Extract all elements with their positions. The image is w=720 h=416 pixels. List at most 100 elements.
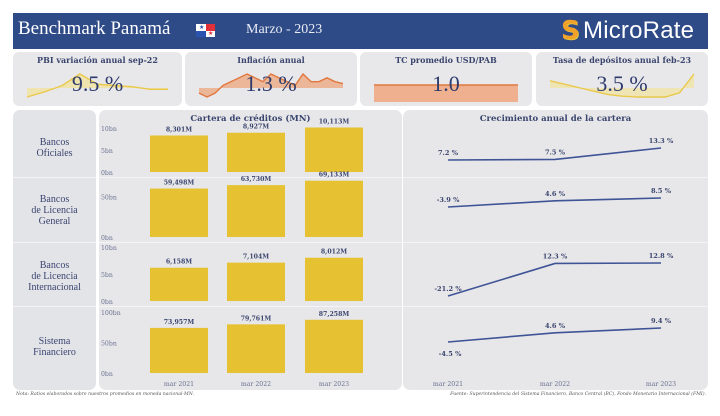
sparkline-line [198,72,344,98]
kpi-card-inflation: Inflación anual 1.3 % [185,52,357,106]
sparkline-area [374,85,518,102]
y-tick-label: 0bn [101,170,113,177]
bar-value-label: 87,258M [319,311,350,318]
report-period: Marzo - 2023 [246,22,323,37]
point-value-label: 7.5 % [545,148,566,156]
bar-chart-title: Cartera de créditos (MN) [190,114,311,124]
bar-value-label: 79,761M [241,315,272,322]
microrate-s-icon: S [561,16,580,46]
row-divider [13,177,96,178]
bar-value-label: 73,957M [164,319,195,326]
y-tick-label: 5bn [101,148,113,155]
bar [227,185,285,237]
kpi-title: Inflación anual [237,55,305,65]
y-tick-label: 0bn [101,299,113,306]
row-divider [13,242,96,243]
y-tick-label: 5bn [101,272,113,279]
row-divider [403,242,708,243]
bar [305,180,363,237]
y-tick-label: 0bn [101,235,113,242]
logo-text: MicroRate [583,17,695,44]
microrate-logo: S MicroRate [561,16,694,46]
point-value-label: 4.6 % [545,322,566,330]
bar [227,324,285,373]
kpi-title: TC promedio USD/PAB [395,55,497,65]
point-value-label: 13.3 % [649,137,674,145]
kpi-value: 1.3 % [245,71,297,96]
growth-line [447,147,662,161]
segment-label-licencia-internacional: Bancos de Licencia Internacional [28,260,81,293]
row-divider [403,306,708,307]
bar-value-label: 59,498M [164,180,195,187]
kpi-sparkline [374,84,518,102]
sparkline-line [549,73,695,98]
x-tick-label: mar 2021 [433,381,463,388]
x-tick-label: mar 2023 [319,381,349,388]
point-value-label: 12.3 % [543,252,568,260]
y-tick-label: 0bn [101,371,113,378]
kpi-card-deposit-rate: Tasa de depósitos anual feb-23 3.5 % [536,52,708,106]
x-tick-label: mar 2022 [241,381,271,388]
kpi-sparkline [549,73,695,98]
growth-line [447,197,662,208]
panama-flag-icon: ★ ★ [196,24,215,37]
bar-value-label: 8,927M [243,124,269,131]
dashboard-title: Benchmark Panamá [18,18,171,39]
bar [305,127,363,172]
point-value-label: -3.9 % [437,196,461,204]
footer-note: Nota: Ratios elaborados sobre nuestros p… [16,392,194,397]
kpi-sparkline [198,72,344,98]
segment-label-bancos-oficiales: Bancos Oficiales [36,137,73,159]
bar [150,327,208,373]
row-divider [99,306,402,307]
kpi-title: Tasa de depósitos anual feb-23 [552,55,692,65]
growth-line [447,262,662,297]
row-divider [99,242,402,243]
loan-portfolio-bar-chart: 0bn 5bn 10bn 8,301M 8,927M 10,113M 0bn 50bn 59,4… [101,119,363,388]
bar [150,135,208,172]
sparkline-area [550,74,694,97]
kpi-value: 1.0 [432,71,460,96]
kpi-value: 9.5 % [71,71,124,96]
segment-label-sistema-financiero: Sistema Financiero [33,336,76,358]
y-tick-label: 10bn [101,126,117,133]
kpi-value: 3.5 % [596,71,648,96]
bar-value-label: 63,730M [241,176,272,183]
point-value-label: -21.2 % [434,285,462,293]
header-bar: Benchmark Panamá ★ ★ Marzo - 2023 S Micro… [13,13,708,49]
growth-panel: Crecimiento anual de la cartera 7.2 % 7.5… [403,110,708,390]
y-tick-label: 10bn [101,245,117,252]
kpi-card-exchange-rate: TC promedio USD/PAB 1.0 [360,52,532,106]
segment-labels-panel: Bancos Oficiales Bancos de Licencia General… [13,110,96,390]
x-tick-label: mar 2023 [646,381,676,388]
x-tick-label: mar 2021 [164,381,194,388]
bar [227,262,285,301]
footer-source: Fuente: Superintendencia del Sistema Fin… [450,392,706,397]
kpi-sparkline [26,73,168,98]
point-value-label: 8.5 % [651,187,672,195]
kpi-title: PBI variación anual sep-22 [37,55,158,65]
portfolio-growth-line-chart: 7.2 % 7.5 % 13.3 % -3.9 % 4.6 % 8.5 % -21.2 % 1… [433,137,676,388]
bar-value-label: 69,133M [319,172,350,179]
kpi-card-pbi: PBI variación anual sep-22 9.5 % [13,52,182,106]
point-value-label: 12.8 % [649,252,674,260]
segment-label-licencia-general: Bancos de Licencia General [31,194,78,227]
sparkline-line [26,73,168,98]
bar-value-label: 8,012M [321,249,347,256]
point-value-label: 9.4 % [651,317,672,325]
bar [305,319,363,373]
loan-portfolio-panel: Cartera de créditos (MN) 0bn 5bn 10bn 8,301… [99,110,402,390]
y-tick-label: 50bn [101,194,117,201]
bar-value-label: 10,113M [319,119,350,126]
bar [150,267,208,301]
point-value-label: -4.5 % [439,350,463,358]
row-divider [99,177,402,178]
x-tick-label: mar 2022 [540,381,570,388]
bar-value-label: 7,104M [243,254,269,261]
y-tick-label: 100bn [101,310,121,317]
point-value-label: 7.2 % [438,149,459,157]
point-value-label: 4.6 % [545,190,566,198]
y-tick-label: 50bn [101,341,117,348]
bar-value-label: 6,158M [166,259,192,266]
growth-line [447,327,662,343]
